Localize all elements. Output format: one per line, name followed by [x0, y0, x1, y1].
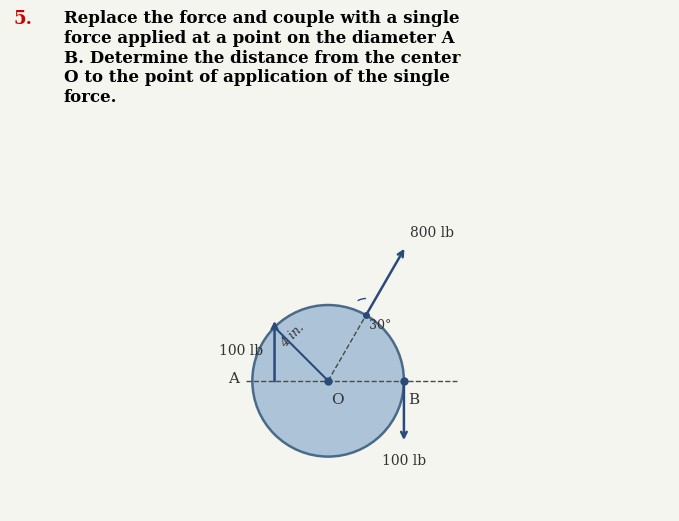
Text: 100 lb: 100 lb [219, 344, 263, 358]
Text: A: A [227, 373, 239, 386]
Text: 5.: 5. [13, 10, 32, 29]
Text: 4 in.: 4 in. [278, 321, 307, 350]
Circle shape [253, 305, 404, 456]
Text: B: B [407, 393, 419, 407]
Text: 30°: 30° [369, 319, 391, 332]
Text: O: O [331, 393, 344, 407]
Text: Replace the force and couple with a single
force applied at a point on the diame: Replace the force and couple with a sing… [64, 10, 460, 106]
Text: 100 lb: 100 lb [382, 454, 426, 467]
Text: 800 lb: 800 lb [409, 226, 454, 240]
